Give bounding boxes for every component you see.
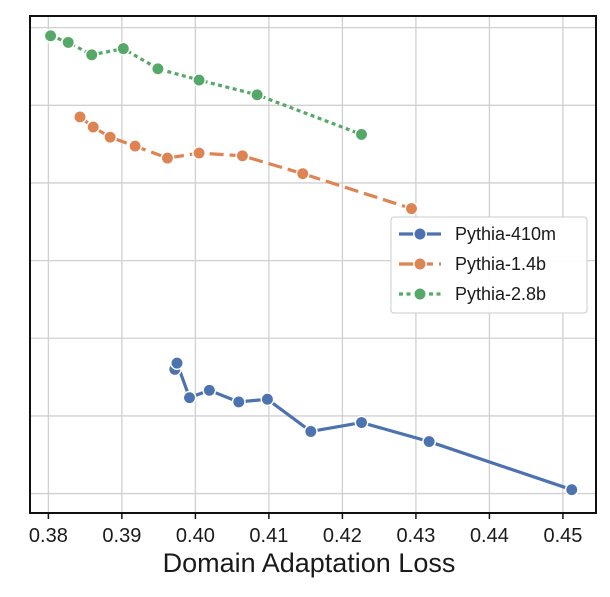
x-tick-label: 0.41 [249, 525, 288, 547]
data-point [422, 434, 437, 449]
legend-marker [413, 257, 427, 271]
x-tick-label: 0.42 [323, 525, 362, 547]
data-point [86, 120, 101, 134]
data-point [73, 110, 87, 124]
series-pythia-410m [167, 356, 579, 497]
data-point [192, 146, 207, 161]
legend-box [390, 216, 588, 314]
legend-entry: Pythia-2.8b [399, 284, 546, 304]
series-layer [43, 28, 579, 497]
x-axis-ticks: 0.38 0.39 0.40 0.41 0.42 0.43 0.44 0.45 [29, 513, 582, 547]
x-tick-label: 0.38 [29, 525, 68, 547]
legend-marker [413, 287, 427, 301]
data-point [84, 47, 99, 62]
data-point [43, 28, 58, 43]
x-tick-label: 0.39 [102, 525, 141, 547]
data-point [564, 482, 579, 497]
data-point [103, 130, 118, 145]
series-pythia-1-4b [73, 110, 419, 216]
data-point [170, 356, 184, 371]
data-point [192, 73, 207, 88]
legend-entry: Pythia-410m [399, 224, 556, 244]
legend: Pythia-410m Pythia-1.4b Pythia-2.8b [390, 216, 588, 314]
data-point [61, 35, 76, 50]
data-point [128, 139, 143, 154]
x-tick-label: 0.45 [543, 525, 582, 547]
x-tick-label: 0.43 [396, 525, 435, 547]
data-point [260, 392, 275, 407]
legend-label: Pythia-1.4b [455, 254, 546, 274]
x-tick-label: 0.40 [176, 525, 215, 547]
legend-entry: Pythia-1.4b [399, 254, 546, 274]
plot-frame [29, 15, 597, 514]
data-point [303, 424, 318, 439]
data-point [116, 41, 131, 56]
data-point [354, 127, 369, 142]
data-point [295, 166, 310, 181]
data-point [231, 395, 246, 409]
series-line [173, 361, 573, 492]
series-pythia-2-8b [43, 28, 369, 142]
data-point [182, 390, 197, 405]
data-point [202, 383, 217, 398]
data-point [160, 151, 175, 166]
legend-marker [413, 227, 427, 241]
data-point [250, 87, 265, 102]
legend-label: Pythia-410m [455, 224, 556, 244]
data-point [404, 201, 419, 216]
data-point [354, 415, 369, 430]
x-tick-label: 0.44 [470, 525, 509, 547]
x-axis-label: Domain Adaptation Loss [163, 548, 456, 578]
legend-label: Pythia-2.8b [455, 284, 546, 304]
data-point [235, 148, 250, 163]
data-point [150, 61, 165, 76]
